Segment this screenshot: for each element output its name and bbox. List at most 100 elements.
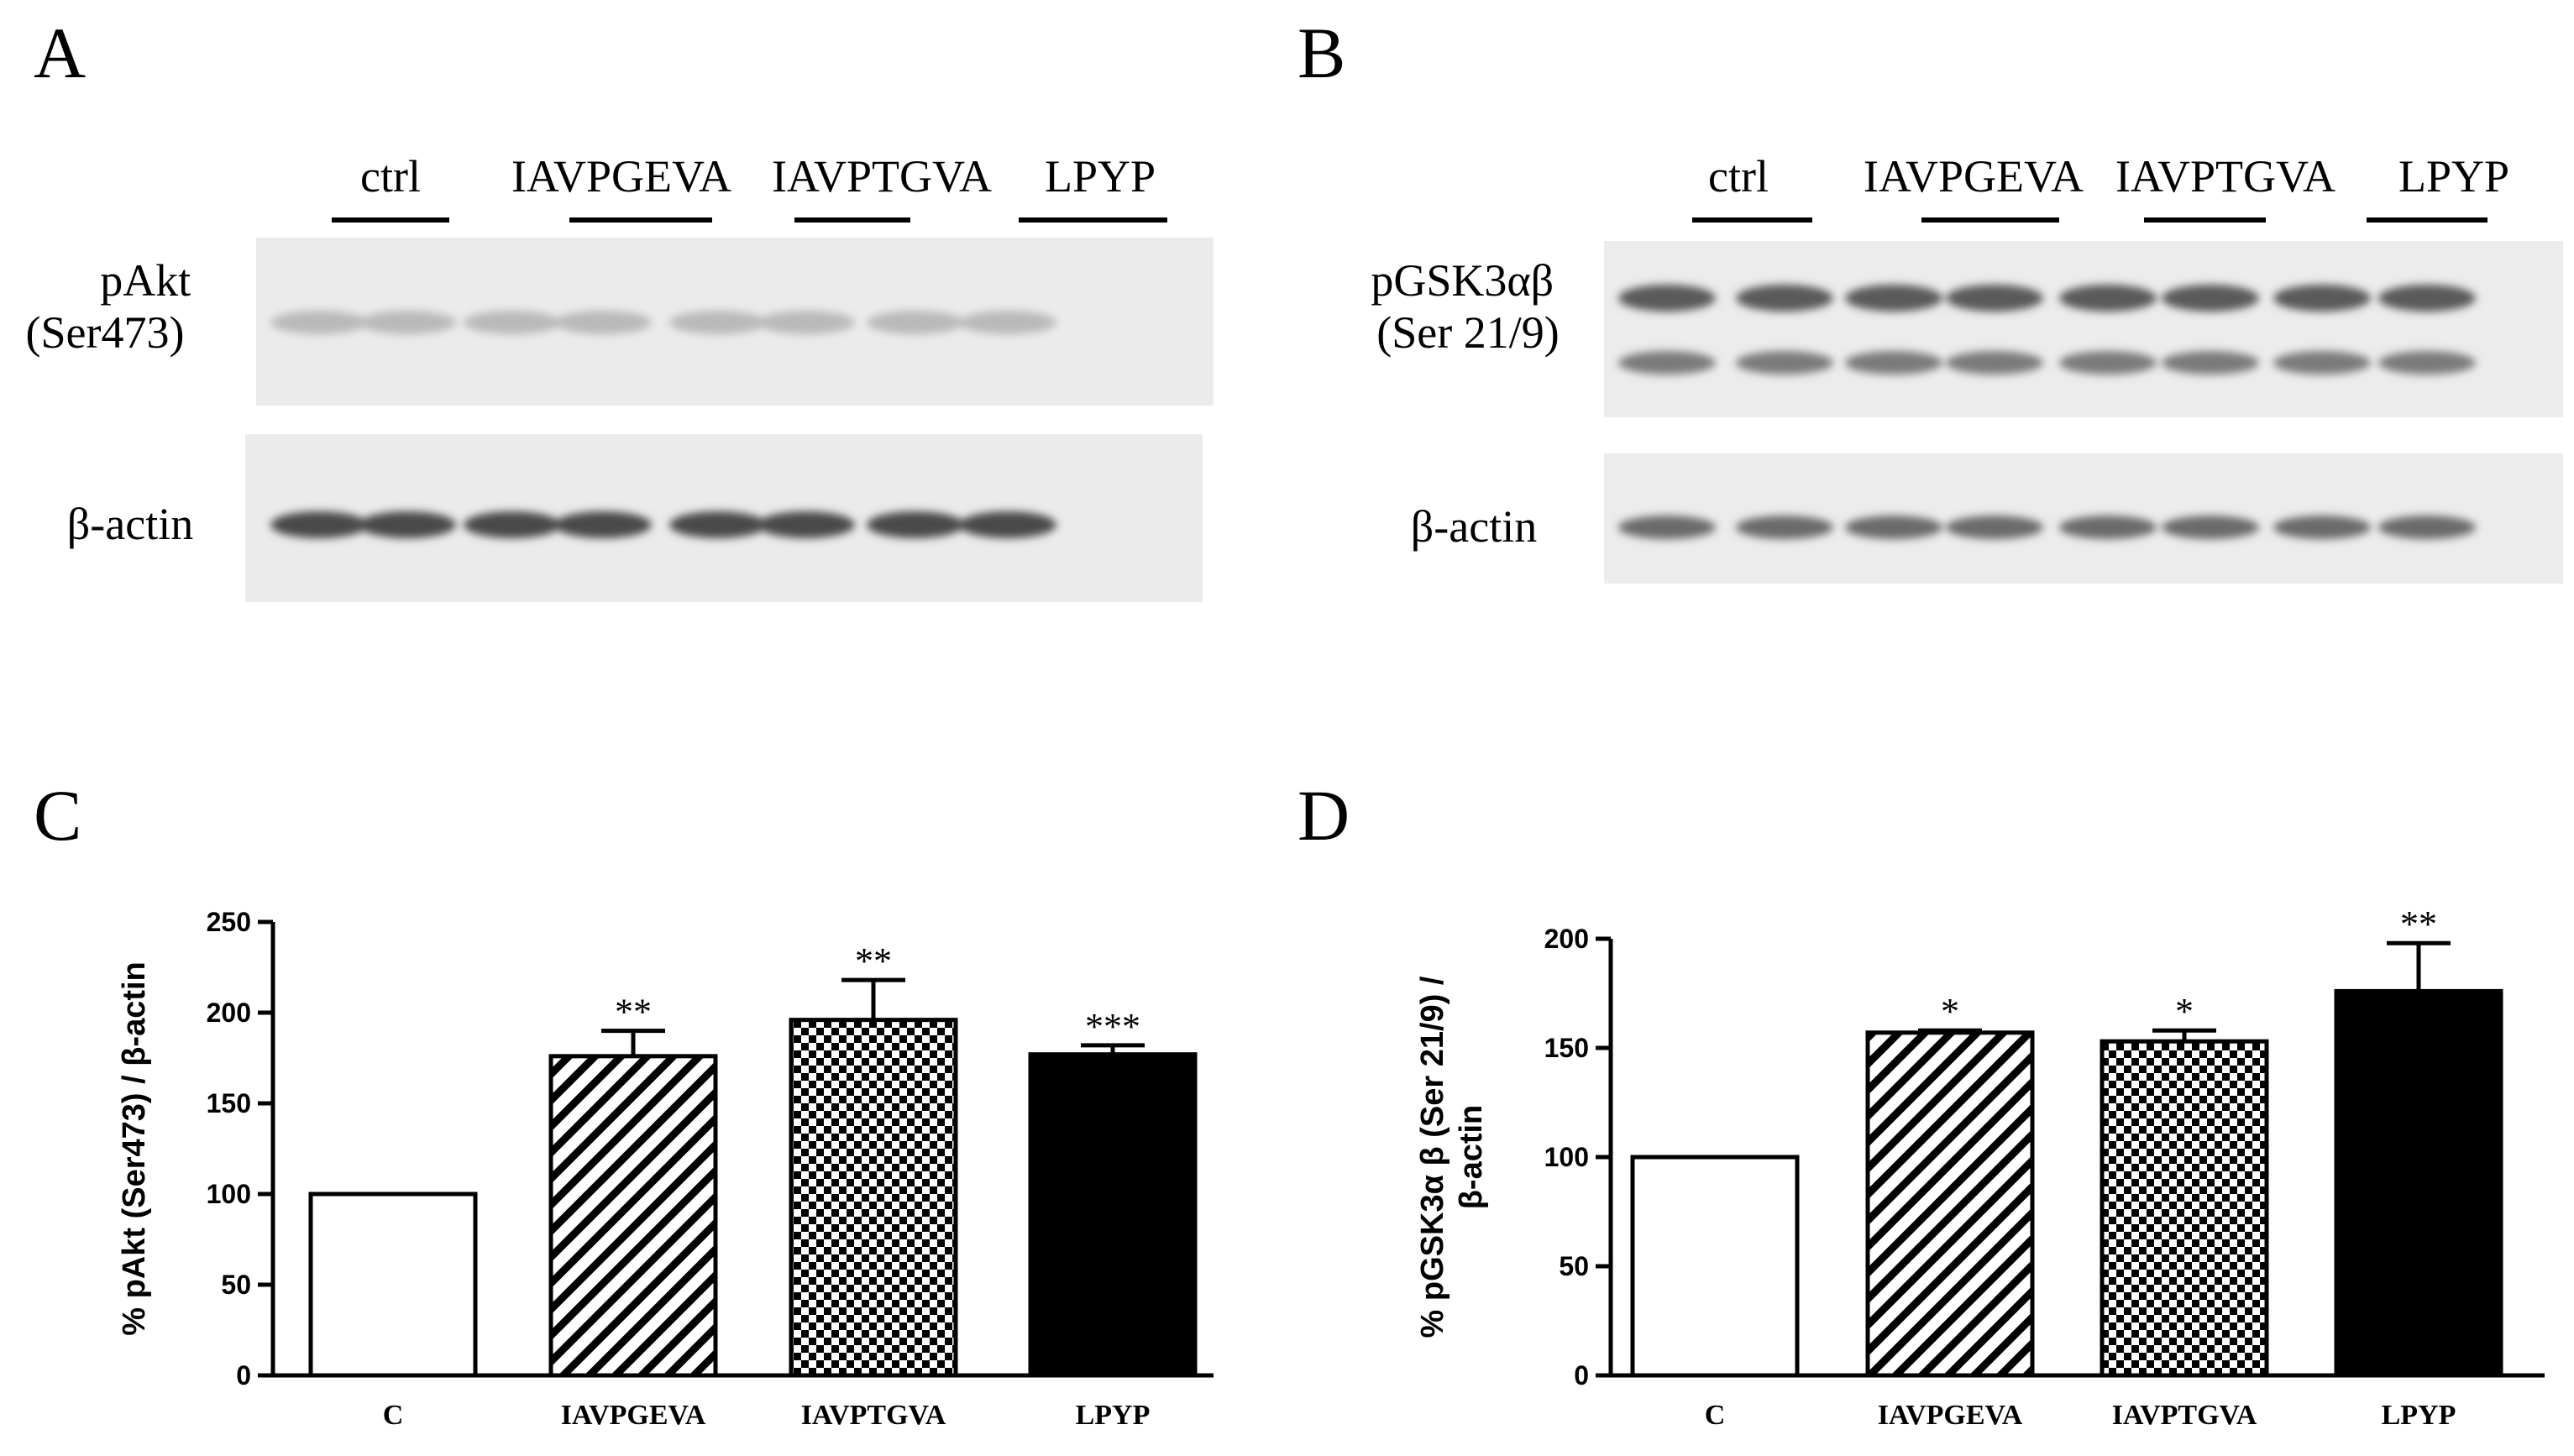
group-label-iavptgva: IAVPTGVA <box>772 151 992 202</box>
category-label: IAVPTGVA <box>2112 1400 2257 1431</box>
y-tick-label: 150 <box>1544 1033 1589 1063</box>
blot-band <box>2059 285 2157 312</box>
blot-band <box>2059 351 2157 374</box>
blot-band <box>1946 516 2043 539</box>
category-label: IAVPTGVA <box>801 1400 946 1431</box>
blot-band <box>2273 516 2371 539</box>
y-tick-label: 100 <box>207 1179 251 1209</box>
panel-letter-b: B <box>1297 13 1345 93</box>
bar <box>1630 1155 1800 1378</box>
blot-band <box>758 311 855 334</box>
blot-band <box>2378 285 2476 312</box>
y-tick-label: 100 <box>1544 1142 1589 1172</box>
blot-band <box>669 311 767 334</box>
y-tick-label: 250 <box>207 907 251 937</box>
row-label-beta-actin-b: β-actin <box>1411 501 1537 552</box>
group-label-iavptgva: IAVPTGVA <box>2115 151 2335 202</box>
bar <box>1865 1030 2035 1378</box>
blot-band <box>1618 516 1716 539</box>
blot-band <box>2273 285 2371 312</box>
bar <box>308 1192 478 1378</box>
bar <box>789 1018 958 1378</box>
bar-chart-d: 0 50 100 150 200 % pGSK3α β (Ser 21/9) / β-act… <box>1415 903 2545 1431</box>
blot-band <box>867 311 964 334</box>
blot-band <box>2378 516 2476 539</box>
significance-marker: * <box>2175 991 2194 1032</box>
category-label: LPYP <box>1076 1400 1151 1431</box>
group-label-lpyp: LPYP <box>2398 151 2509 202</box>
y-tick-label: 0 <box>1574 1360 1589 1391</box>
group-label-lpyp: LPYP <box>1045 151 1156 202</box>
y-tick-label: 200 <box>1544 924 1589 954</box>
blot-band <box>1845 351 1942 374</box>
group-label-iavpgeva: IAVPGEVA <box>511 151 731 202</box>
bands-pakt <box>270 311 1056 334</box>
blot-band <box>2162 516 2259 539</box>
y-tick-label: 200 <box>207 998 251 1028</box>
bands-beta-actin-a <box>270 511 1056 538</box>
blot-band <box>270 511 368 538</box>
row-label-pakt: pAkt (Ser473) <box>26 255 202 358</box>
y-tick-label: 0 <box>236 1360 251 1391</box>
significance-marker: * <box>1941 991 1959 1032</box>
blot-band <box>1618 285 1716 312</box>
blot-band <box>959 511 1056 538</box>
bar <box>548 1054 718 1378</box>
y-tick-label: 50 <box>221 1270 251 1300</box>
blot-band <box>1845 285 1942 312</box>
blot-band <box>464 511 561 538</box>
bands-pgsk3 <box>1618 285 2476 374</box>
category-label: C <box>383 1400 404 1431</box>
blot-band <box>359 311 456 334</box>
y-tick-label: 50 <box>1559 1251 1589 1281</box>
blot-band <box>1946 285 2043 312</box>
y-axis-label: % pAkt (Ser473) / β-actin <box>117 961 152 1336</box>
bar-chart-c: 0 50 100 150 200 250 % pAkt (Ser473) / β-actin… <box>117 907 1214 1431</box>
row-label-pgsk3: pGSK3αβ (Ser 21/9) <box>1371 255 1565 358</box>
y-axis-label: % pGSK3α β (Ser 21/9) / β-actin <box>1415 976 1489 1338</box>
blot-band <box>1946 351 2043 374</box>
group-label-iavpgeva: IAVPGEVA <box>1864 151 2084 202</box>
category-label: LPYP <box>2382 1400 2456 1431</box>
blot-band <box>959 311 1056 334</box>
y-tick-label: 150 <box>207 1088 251 1118</box>
category-label: IAVPGEVA <box>1878 1400 2023 1431</box>
blot-membrane-pgsk3 <box>1604 241 2563 417</box>
blot-panel-b: ctrl IAVPGEVA IAVPTGVA LPYP pGSK3αβ (Ser… <box>1371 151 2563 584</box>
category-label: IAVPGEVA <box>561 1400 706 1431</box>
blot-band <box>464 311 561 334</box>
blot-band <box>2059 516 2157 539</box>
blot-band <box>554 311 652 334</box>
blot-band <box>270 311 368 334</box>
blot-panel-a: ctrl IAVPGEVA IAVPTGVA LPYP pAkt (Ser473… <box>26 151 1214 602</box>
bar <box>2100 1039 2269 1378</box>
panel-letter-d: D <box>1297 775 1350 856</box>
significance-marker: ** <box>615 992 652 1033</box>
blot-band <box>554 511 652 538</box>
row-label-beta-actin-a: β-actin <box>67 499 193 549</box>
bar <box>1028 1052 1198 1378</box>
group-label-ctrl: ctrl <box>360 151 421 202</box>
blot-band <box>867 511 964 538</box>
blot-band <box>669 511 767 538</box>
significance-marker: *** <box>1085 1006 1140 1047</box>
blot-band <box>1618 351 1716 374</box>
blot-band <box>1845 516 1942 539</box>
blot-band <box>1736 516 1833 539</box>
blot-band <box>2162 351 2259 374</box>
blot-band <box>1736 351 1833 374</box>
panel-letter-c: C <box>34 775 81 856</box>
group-label-ctrl: ctrl <box>1708 151 1769 202</box>
panel-letter-a: A <box>34 13 86 93</box>
blot-band <box>2273 351 2371 374</box>
category-label: C <box>1705 1400 1726 1431</box>
blot-band <box>1736 285 1833 312</box>
bar <box>2334 988 2503 1378</box>
blot-band <box>2162 285 2259 312</box>
significance-marker: ** <box>855 940 892 982</box>
significance-marker: ** <box>2400 903 2437 945</box>
blot-band <box>758 511 855 538</box>
blot-band <box>2378 351 2476 374</box>
bands-beta-actin-b <box>1618 516 2476 539</box>
